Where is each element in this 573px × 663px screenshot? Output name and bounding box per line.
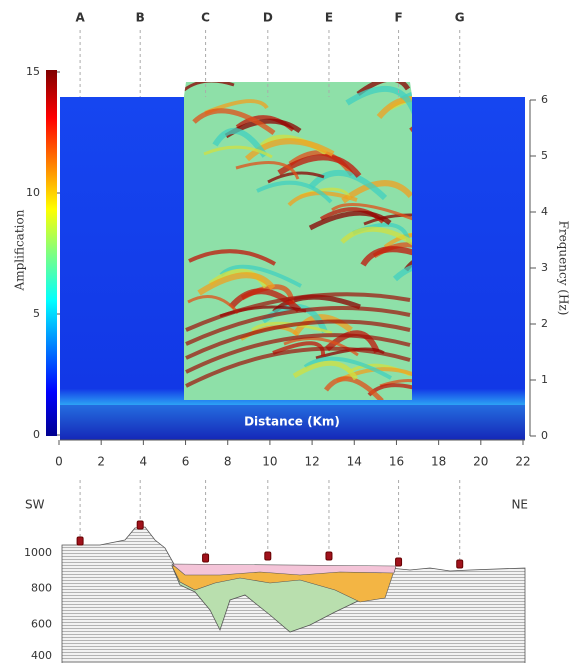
y2-tick-label: 4 [541, 205, 548, 218]
elevation-tick-label: 400 [31, 649, 52, 662]
y2-tick-label: 1 [541, 373, 548, 386]
texture [323, 376, 384, 400]
x-tick-label: 10 [262, 455, 277, 469]
elevation-tick-label: 800 [31, 582, 52, 595]
texture [292, 360, 359, 381]
station-marker [202, 553, 210, 563]
texture [308, 210, 392, 231]
texture [185, 292, 411, 332]
texture [203, 145, 273, 159]
texture [383, 233, 412, 249]
x-tick-label: 8 [224, 455, 232, 469]
texture [185, 346, 411, 388]
y-tick-label: 0 [33, 428, 40, 441]
y2-label: Frequency (Hz) [557, 221, 571, 316]
texture [185, 305, 411, 346]
x-tick-label: 18 [431, 455, 446, 469]
elevation-tick-label: 600 [31, 617, 52, 630]
x-tick-label: 22 [515, 455, 530, 469]
texture [287, 191, 358, 207]
x-tick-label: 14 [347, 455, 362, 469]
y2-tick-label: 3 [541, 261, 548, 274]
station-label: E [325, 11, 333, 25]
y2-tick-label: 6 [541, 93, 548, 106]
x-tick-label: 12 [304, 455, 319, 469]
texture [356, 82, 411, 97]
texture [185, 319, 411, 360]
y-tick-label: 15 [26, 65, 40, 78]
texture [235, 161, 300, 180]
station-label: B [136, 11, 145, 25]
texture [345, 85, 412, 116]
y-label: Amplification [13, 209, 27, 291]
x-tick-label: 2 [97, 455, 105, 469]
texture [360, 246, 412, 271]
texture [212, 127, 268, 158]
x-tick-label: 20 [473, 455, 488, 469]
x-label: Distance (Km) [244, 415, 340, 429]
y-tick-label: 5 [33, 307, 40, 320]
right-label: NE [511, 498, 528, 512]
surface-core [184, 82, 412, 400]
texture [379, 379, 412, 398]
texture [187, 295, 240, 314]
texture [392, 261, 412, 293]
texture [184, 82, 235, 92]
station-marker [325, 551, 333, 561]
station-marker [76, 536, 84, 546]
y2-tick-label: 2 [541, 317, 548, 330]
texture [340, 226, 412, 248]
sediment-pink [171, 563, 397, 576]
texture [185, 333, 411, 374]
texture [197, 272, 276, 296]
station-marker [456, 559, 464, 569]
station-label: F [394, 11, 402, 25]
surface-floor [60, 405, 525, 440]
left-label: SW [25, 498, 45, 512]
x-tick-label: 16 [389, 455, 404, 469]
texture [331, 203, 412, 223]
texture [272, 341, 326, 357]
station-marker [395, 557, 403, 567]
y2-tick-label: 0 [541, 429, 548, 442]
x-tick-label: 6 [182, 455, 190, 469]
y-tick-label: 10 [26, 186, 40, 199]
x-tick-label: 0 [55, 455, 63, 469]
station-label: A [75, 11, 85, 25]
station-marker [264, 551, 272, 561]
colorbar [46, 70, 57, 436]
station-marker [136, 520, 144, 530]
texture [228, 288, 302, 313]
texture [192, 108, 276, 136]
station-label: C [201, 11, 210, 25]
x-tick-label: 4 [140, 455, 148, 469]
sediment-orange [171, 565, 396, 603]
texture [244, 138, 335, 162]
texture [308, 169, 388, 201]
elevation-tick-label: 1000 [24, 546, 52, 559]
y2-tick-label: 5 [541, 149, 548, 162]
texture [303, 356, 392, 380]
station-label: G [455, 11, 465, 25]
texture [188, 249, 276, 266]
texture [251, 321, 333, 335]
texture [341, 180, 412, 204]
texture [256, 180, 333, 204]
texture [219, 264, 302, 288]
station-label: D [263, 11, 273, 25]
